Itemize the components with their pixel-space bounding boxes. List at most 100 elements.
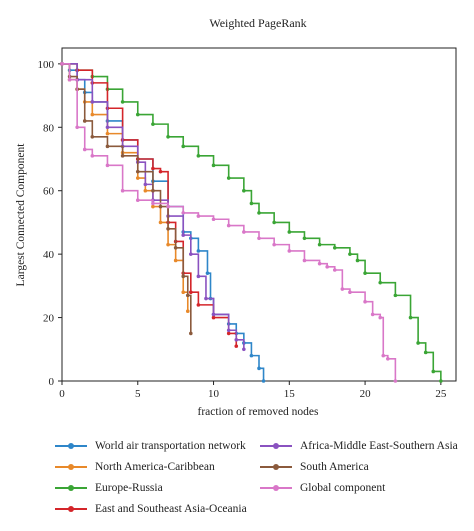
data-point: [242, 347, 246, 352]
data-point: [332, 246, 337, 250]
x-tick-label: 10: [208, 388, 220, 400]
data-point: [226, 331, 231, 336]
data-point: [340, 287, 345, 291]
x-tick-label: 20: [360, 388, 372, 400]
data-point: [166, 204, 170, 209]
data-point: [105, 163, 110, 168]
data-point: [257, 211, 261, 215]
data-point: [272, 220, 276, 225]
data-point: [82, 147, 87, 152]
y-tick-label: 20: [43, 313, 55, 325]
plot-frame: [61, 47, 457, 382]
data-point: [189, 331, 193, 336]
data-point: [234, 344, 239, 348]
data-point: [431, 369, 436, 374]
x-tick-label: 25: [435, 388, 447, 400]
data-point: [196, 214, 201, 218]
data-point: [105, 144, 110, 149]
data-point: [272, 242, 276, 247]
data-point: [205, 271, 210, 275]
data-point: [196, 249, 201, 253]
data-point: [135, 112, 140, 117]
data-point: [196, 154, 201, 158]
data-point: [158, 204, 163, 209]
data-point: [439, 379, 443, 383]
x-tick-label: 5: [135, 388, 141, 400]
data-point: [166, 135, 170, 139]
data-point: [67, 77, 72, 82]
series-south-america: [60, 62, 193, 336]
data-point: [135, 169, 140, 174]
data-point: [135, 176, 140, 180]
series-east-and-southeast-asia-oceania: [60, 62, 239, 348]
data-point: [90, 135, 95, 139]
data-point: [185, 293, 190, 298]
data-point: [120, 100, 125, 104]
data-point: [151, 166, 155, 171]
y-tick-label: 60: [43, 186, 55, 198]
data-point: [173, 258, 178, 263]
data-point: [242, 230, 246, 234]
y-axis-label: Largest Connected Component: [15, 143, 27, 287]
data-point: [226, 223, 231, 228]
data-point: [211, 163, 216, 168]
data-point: [60, 62, 64, 66]
data-point: [378, 280, 383, 285]
data-point: [355, 258, 360, 263]
data-point: [181, 274, 186, 279]
data-point: [82, 119, 87, 123]
data-point: [226, 176, 231, 180]
series-line: [62, 63, 238, 347]
x-tick-label: 15: [284, 388, 296, 400]
data-point: [90, 112, 95, 117]
data-point: [317, 242, 322, 247]
y-tick-label: 40: [43, 249, 55, 261]
data-point: [257, 366, 261, 371]
series-global-component: [60, 62, 398, 383]
chart-title: Weighted PageRank: [209, 16, 306, 30]
data-point: [386, 357, 390, 361]
axis-ticks: 0 5 10 15 20 25 0 20 40 60 80 100: [38, 59, 447, 400]
data-point: [90, 154, 95, 158]
data-point: [242, 188, 246, 193]
data-point: [158, 169, 163, 174]
data-point: [75, 125, 79, 130]
data-point: [287, 230, 292, 234]
data-point: [135, 198, 140, 203]
data-point: [204, 296, 208, 301]
data-point: [370, 312, 375, 317]
data-point: [302, 236, 307, 241]
data-point: [317, 261, 322, 266]
data-point: [211, 315, 216, 320]
series-line: [62, 63, 189, 312]
data-point: [249, 201, 254, 206]
series-line: [62, 63, 192, 334]
data-point: [423, 350, 428, 355]
data-point: [151, 188, 155, 193]
data-point: [381, 353, 386, 358]
data-point: [196, 274, 201, 279]
data-point: [151, 201, 155, 206]
x-tick-label: 0: [59, 388, 65, 400]
data-point: [226, 328, 231, 333]
y-tick-label: 80: [43, 122, 55, 134]
data-point: [105, 131, 110, 136]
data-point: [363, 299, 367, 304]
data-point: [393, 293, 398, 298]
data-point: [151, 204, 155, 209]
data-point: [173, 246, 178, 250]
y-tick-label: 0: [49, 376, 55, 388]
data-point: [120, 154, 125, 158]
data-point: [416, 341, 420, 345]
series-north-america-caribbean: [60, 62, 190, 314]
series-line: [62, 63, 442, 381]
data-point: [189, 290, 193, 295]
data-point: [211, 312, 216, 317]
data-point: [143, 182, 148, 187]
data-point: [378, 315, 383, 320]
data-point: [325, 265, 329, 269]
series-layer: [60, 62, 443, 383]
data-point: [189, 252, 193, 256]
data-point: [181, 233, 186, 237]
